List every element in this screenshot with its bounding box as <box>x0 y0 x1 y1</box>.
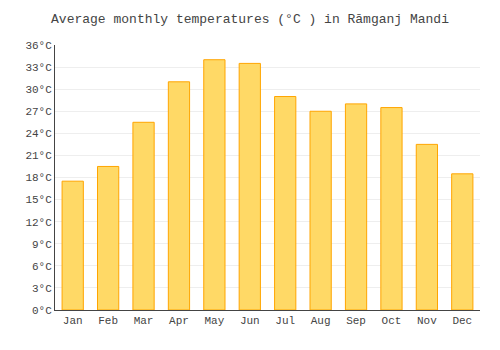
svg-text:33°C: 33°C <box>25 62 52 74</box>
svg-text:27°C: 27°C <box>25 106 52 118</box>
svg-text:15°C: 15°C <box>25 194 52 206</box>
svg-text:12°C: 12°C <box>25 217 52 229</box>
svg-text:Dec: Dec <box>452 315 472 327</box>
svg-text:3°C: 3°C <box>32 283 52 295</box>
svg-text:Jul: Jul <box>275 315 295 327</box>
svg-text:Nov: Nov <box>417 315 437 327</box>
svg-text:18°C: 18°C <box>25 172 52 184</box>
svg-text:Feb: Feb <box>98 315 118 327</box>
svg-text:0°C: 0°C <box>32 305 52 317</box>
svg-text:21°C: 21°C <box>25 150 52 162</box>
svg-text:Apr: Apr <box>169 315 189 327</box>
svg-text:May: May <box>204 315 224 327</box>
svg-text:6°C: 6°C <box>32 261 52 273</box>
svg-text:Mar: Mar <box>134 315 154 327</box>
svg-text:Aug: Aug <box>311 315 331 327</box>
svg-text:Average monthly temperatures (: Average monthly temperatures (°C ) in Rā… <box>51 12 449 27</box>
svg-text:9°C: 9°C <box>32 239 52 251</box>
svg-text:Jan: Jan <box>63 315 83 327</box>
svg-text:30°C: 30°C <box>25 84 52 96</box>
svg-text:Sep: Sep <box>346 315 366 327</box>
svg-text:24°C: 24°C <box>25 128 52 140</box>
svg-text:Oct: Oct <box>382 315 402 327</box>
svg-text:Jun: Jun <box>240 315 260 327</box>
svg-text:36°C: 36°C <box>25 40 52 52</box>
